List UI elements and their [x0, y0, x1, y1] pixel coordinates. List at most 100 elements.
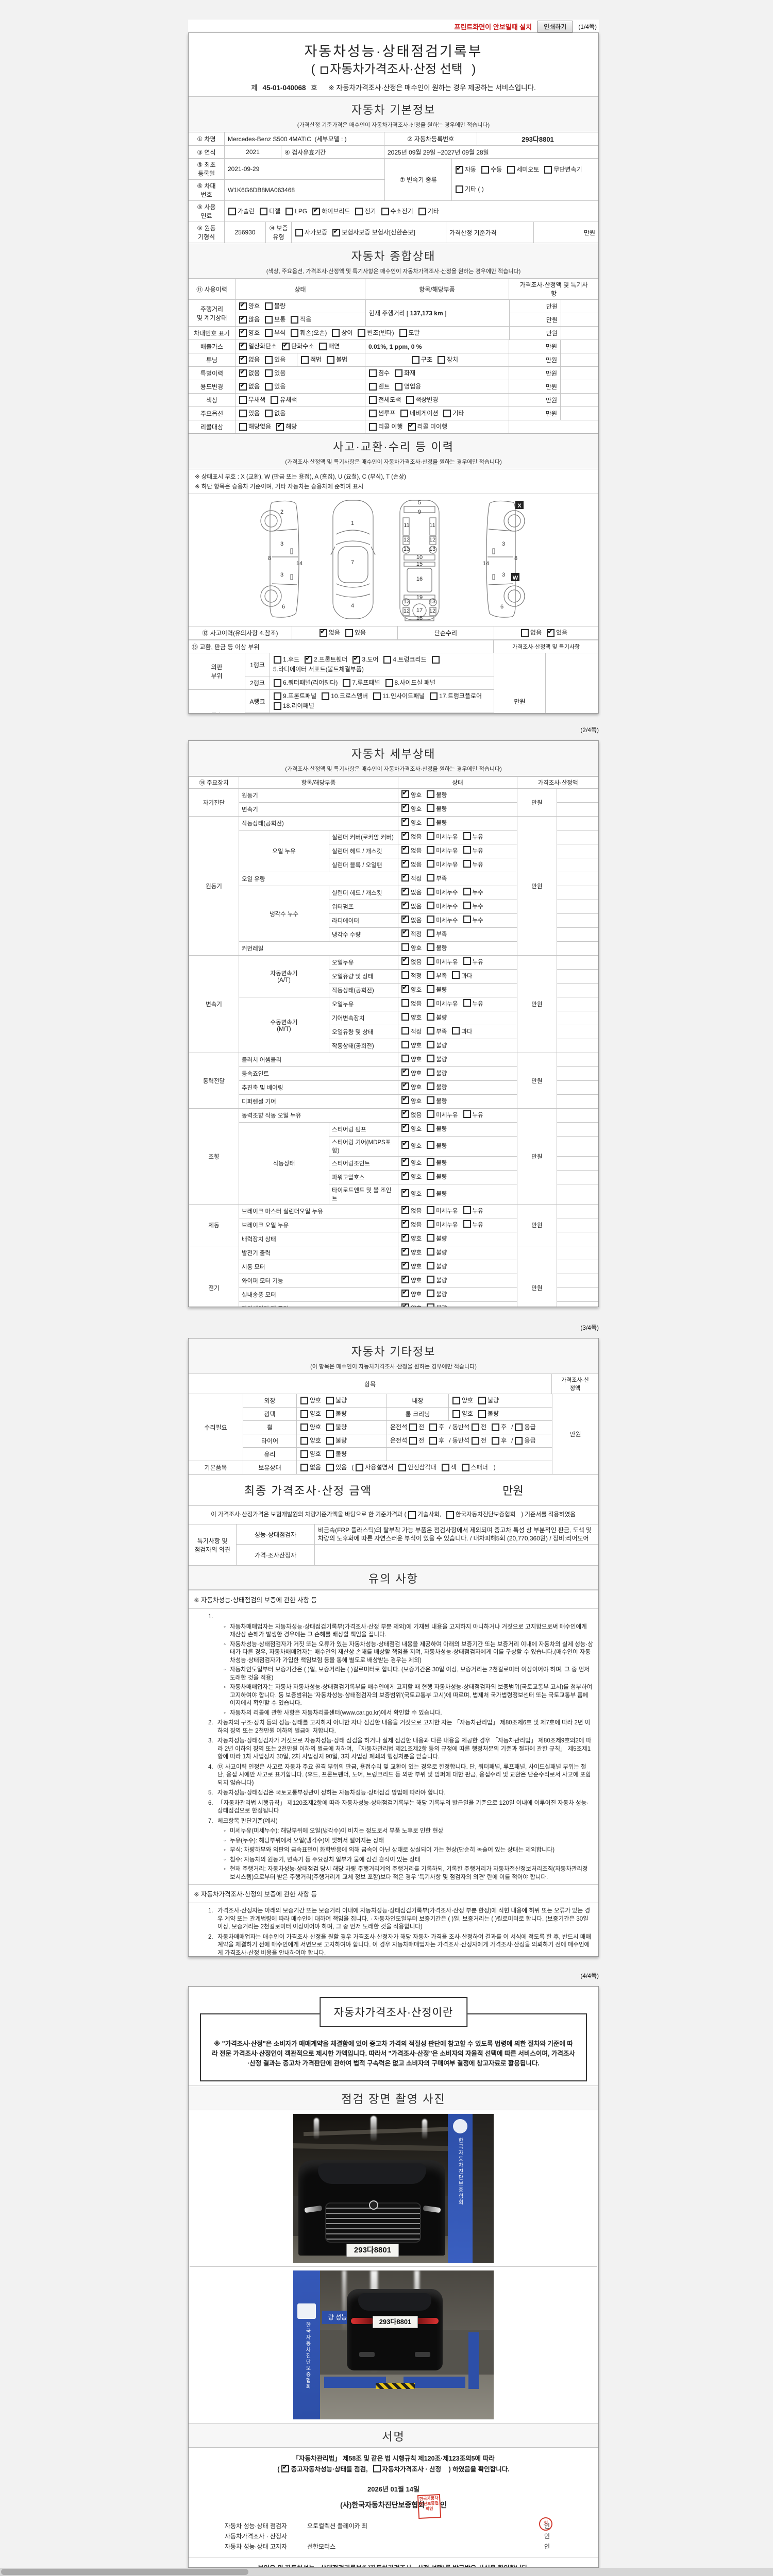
checkbox-checked[interactable] [401, 982, 409, 993]
checkbox[interactable] [427, 1206, 435, 1214]
checkbox[interactable] [427, 832, 435, 840]
checkbox[interactable] [332, 329, 340, 337]
checkbox-checked[interactable] [276, 420, 284, 431]
checkbox[interactable] [401, 1013, 409, 1021]
checkbox-checked[interactable] [332, 226, 341, 236]
checkbox[interactable] [427, 971, 435, 979]
checkbox[interactable] [369, 369, 377, 377]
checkbox[interactable] [427, 888, 435, 895]
checkbox[interactable] [300, 1437, 308, 1445]
checkbox[interactable] [385, 679, 393, 687]
checkbox-checked[interactable] [456, 163, 463, 174]
checkbox[interactable] [274, 692, 281, 700]
checkbox[interactable] [326, 1410, 334, 1418]
checkbox[interactable] [369, 410, 377, 417]
checkbox[interactable] [358, 329, 366, 337]
checkbox[interactable] [427, 1110, 435, 1118]
checkbox-checked[interactable] [312, 205, 321, 215]
checkbox-checked[interactable] [401, 1187, 409, 1197]
checkbox[interactable] [398, 1464, 407, 1471]
checkbox[interactable] [291, 329, 299, 337]
checkbox[interactable] [399, 329, 407, 337]
checkbox[interactable] [373, 692, 381, 700]
checkbox[interactable] [274, 702, 281, 710]
checkbox[interactable] [472, 1437, 480, 1445]
checkbox[interactable] [408, 1511, 416, 1519]
checkbox[interactable] [395, 383, 403, 391]
checkbox[interactable] [400, 410, 409, 417]
checkbox[interactable] [427, 1276, 435, 1283]
checkbox[interactable] [271, 396, 279, 404]
checkbox[interactable] [463, 902, 471, 909]
checkbox[interactable] [427, 818, 435, 826]
checkbox-checked[interactable] [239, 300, 247, 310]
checkbox[interactable] [427, 1172, 435, 1180]
checkbox[interactable] [321, 66, 329, 74]
checkbox-checked[interactable] [401, 885, 409, 895]
checkbox[interactable] [369, 423, 377, 431]
checkbox[interactable] [515, 1437, 523, 1445]
checkbox[interactable] [345, 629, 353, 637]
checkbox-checked[interactable] [401, 1287, 409, 1297]
checkbox[interactable] [427, 1303, 435, 1307]
checkbox[interactable] [411, 356, 419, 364]
checkbox-checked[interactable] [547, 626, 554, 637]
checkbox[interactable] [265, 410, 273, 417]
checkbox-checked[interactable] [401, 1108, 409, 1118]
checkbox[interactable] [463, 888, 471, 895]
checkbox[interactable] [327, 356, 335, 364]
checkbox[interactable] [427, 1041, 435, 1048]
checkbox[interactable] [326, 1450, 334, 1458]
checkbox[interactable] [446, 1511, 454, 1519]
checkbox-checked[interactable] [401, 1139, 409, 1149]
checkbox[interactable] [401, 1041, 409, 1048]
checkbox[interactable] [430, 692, 438, 700]
checkbox-checked[interactable] [401, 788, 409, 798]
checkbox[interactable] [463, 860, 471, 868]
checkbox-checked[interactable] [401, 1273, 409, 1283]
checkbox[interactable] [427, 1027, 435, 1035]
checkbox[interactable] [228, 207, 236, 215]
checkbox[interactable] [274, 679, 281, 687]
checkbox[interactable] [492, 1437, 500, 1445]
checkbox[interactable] [427, 1234, 435, 1242]
checkbox-checked[interactable] [401, 955, 409, 965]
checkbox-checked[interactable] [401, 899, 409, 909]
checkbox-checked[interactable] [401, 1080, 409, 1090]
checkbox[interactable] [418, 207, 426, 215]
checkbox-checked[interactable] [239, 380, 247, 391]
checkbox-checked[interactable] [408, 420, 416, 431]
checkbox[interactable] [461, 1464, 469, 1471]
checkbox-checked[interactable] [305, 653, 313, 664]
checkbox[interactable] [427, 874, 435, 882]
checkbox[interactable] [326, 1423, 334, 1431]
checkbox[interactable] [381, 207, 389, 215]
checkbox[interactable] [239, 410, 247, 417]
checkbox[interactable] [492, 1423, 500, 1431]
checkbox[interactable] [401, 943, 409, 951]
checkbox[interactable] [438, 356, 445, 364]
checkbox[interactable] [326, 1397, 334, 1404]
checkbox[interactable] [427, 1124, 435, 1132]
checkbox-checked[interactable] [401, 816, 409, 826]
checkbox[interactable] [409, 1437, 417, 1445]
print-button[interactable]: 인쇄하기 [537, 20, 574, 32]
checkbox[interactable] [401, 999, 409, 1007]
checkbox-checked[interactable] [401, 1094, 409, 1104]
checkbox[interactable] [355, 207, 363, 215]
checkbox[interactable] [401, 1055, 409, 1062]
checkbox[interactable] [265, 316, 273, 324]
checkbox[interactable] [401, 971, 409, 979]
checkbox[interactable] [520, 629, 529, 637]
checkbox[interactable] [427, 1262, 435, 1269]
checkbox[interactable] [427, 943, 435, 951]
checkbox[interactable] [427, 790, 435, 798]
checkbox[interactable] [515, 1423, 523, 1431]
checkbox[interactable] [383, 656, 392, 664]
checkbox-checked[interactable] [401, 1259, 409, 1269]
checkbox[interactable] [427, 1013, 435, 1021]
checkbox[interactable] [427, 1248, 435, 1256]
checkbox-checked[interactable] [401, 802, 409, 812]
checkbox[interactable] [427, 1220, 435, 1228]
checkbox[interactable] [239, 396, 247, 404]
